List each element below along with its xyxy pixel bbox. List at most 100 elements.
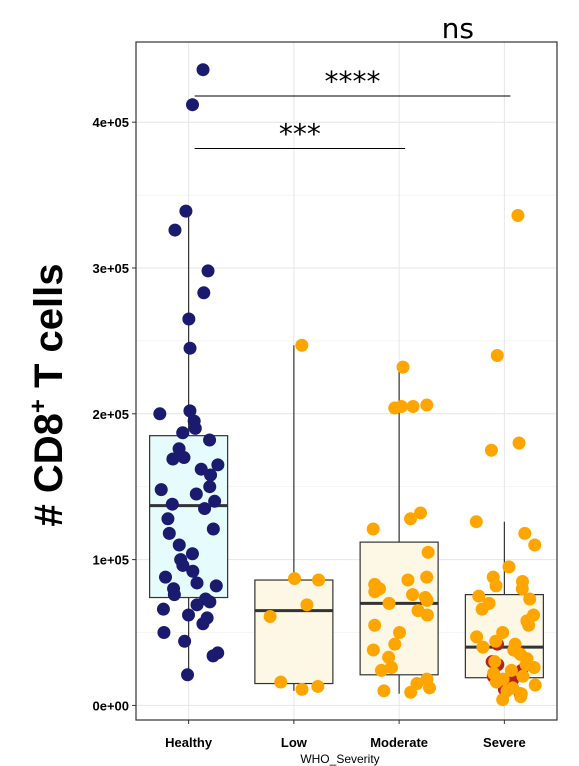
point-moderate — [388, 401, 402, 415]
point-severe — [514, 690, 528, 704]
point-healthy — [185, 98, 199, 112]
point-healthy — [190, 598, 204, 612]
point-moderate — [366, 643, 380, 657]
point-severe — [528, 678, 542, 692]
point-moderate — [388, 637, 402, 651]
point-healthy — [162, 526, 176, 540]
point-severe — [512, 436, 526, 450]
axes: 0e+00 1e+05 2e+05 3e+05 4e+05 Healthy Low Moder… — [92, 41, 558, 750]
point-healthy — [196, 617, 210, 631]
point-severe — [502, 560, 516, 574]
point-severe — [528, 538, 542, 552]
point-healthy — [165, 497, 179, 511]
point-severe — [504, 663, 518, 677]
point-healthy — [203, 433, 217, 447]
significance-label: **** — [325, 65, 381, 98]
point-healthy — [168, 223, 182, 237]
point-healthy — [206, 649, 220, 663]
point-severe — [518, 526, 532, 540]
point-moderate — [368, 585, 382, 599]
point-severe — [475, 602, 489, 616]
point-healthy — [211, 458, 225, 472]
point-healthy — [158, 570, 172, 584]
point-severe — [511, 209, 525, 223]
point-healthy — [178, 634, 192, 648]
x-tick-label-severe: Severe — [483, 735, 526, 750]
point-moderate — [420, 570, 434, 584]
point-moderate — [382, 596, 396, 610]
point-severe — [489, 579, 503, 593]
point-moderate — [384, 661, 398, 675]
point-moderate — [403, 512, 417, 526]
point-healthy — [188, 421, 202, 435]
point-healthy — [194, 462, 208, 476]
point-healthy — [167, 588, 181, 602]
point-healthy — [166, 452, 180, 466]
point-moderate — [401, 573, 415, 587]
point-low — [295, 338, 309, 352]
point-severe — [496, 693, 510, 707]
point-moderate — [396, 360, 410, 374]
y-tick-label: 4e+05 — [92, 115, 129, 130]
point-severe — [476, 640, 490, 654]
point-healthy — [172, 538, 186, 552]
x-tick-label-moderate: Moderate — [370, 735, 428, 750]
point-low — [295, 682, 309, 696]
point-healthy — [181, 668, 195, 682]
point-low — [263, 609, 277, 623]
point-low — [311, 679, 325, 693]
y-tick-label: 1e+05 — [92, 553, 129, 568]
y-axis-label-rest: T cells — [27, 263, 71, 399]
point-healthy — [153, 407, 167, 421]
y-axis-label-superscript: + — [25, 399, 52, 413]
point-moderate — [382, 650, 396, 664]
point-healthy — [209, 579, 223, 593]
point-moderate — [420, 398, 434, 412]
point-moderate — [393, 626, 407, 640]
point-severe — [488, 655, 502, 669]
box-low — [254, 579, 334, 685]
point-healthy — [208, 494, 222, 508]
point-severe — [523, 592, 537, 606]
point-severe — [516, 669, 530, 683]
x-axis-label: WHO_Severity — [300, 752, 379, 766]
point-moderate — [423, 681, 437, 695]
point-severe — [515, 582, 529, 596]
point-healthy — [177, 451, 191, 465]
point-healthy — [157, 626, 171, 640]
point-moderate — [420, 593, 434, 607]
point-severe — [489, 634, 503, 648]
point-low — [300, 598, 314, 612]
point-healthy — [203, 595, 217, 609]
point-severe — [490, 348, 504, 362]
point-healthy — [176, 426, 190, 440]
point-healthy — [201, 264, 215, 278]
point-healthy — [186, 564, 200, 578]
plot-border — [135, 41, 558, 721]
point-healthy — [185, 547, 199, 561]
point-moderate — [421, 545, 435, 559]
point-severe — [489, 675, 503, 689]
point-moderate — [404, 685, 418, 699]
significance-annotations: ******* ns — [194, 12, 511, 150]
point-severe — [469, 515, 483, 529]
point-healthy — [189, 487, 203, 501]
y-axis-label: # CD8+ T cells — [25, 263, 71, 526]
point-low — [312, 573, 326, 587]
point-moderate — [406, 588, 420, 602]
y-tick-label: 2e+05 — [92, 407, 129, 422]
point-severe — [472, 589, 486, 603]
significance-label: ns — [442, 12, 474, 45]
point-healthy — [198, 502, 212, 516]
x-tick-label-low: Low — [281, 735, 308, 750]
point-healthy — [154, 483, 168, 497]
point-healthy — [183, 404, 197, 418]
point-severe — [496, 626, 510, 640]
y-axis-label-main: # CD8 — [27, 413, 71, 526]
point-low — [274, 675, 288, 689]
y-tick-label: 0e+00 — [92, 698, 129, 713]
point-healthy — [203, 480, 217, 494]
point-moderate — [368, 618, 382, 632]
point-moderate — [377, 684, 391, 698]
point-healthy — [176, 558, 190, 572]
